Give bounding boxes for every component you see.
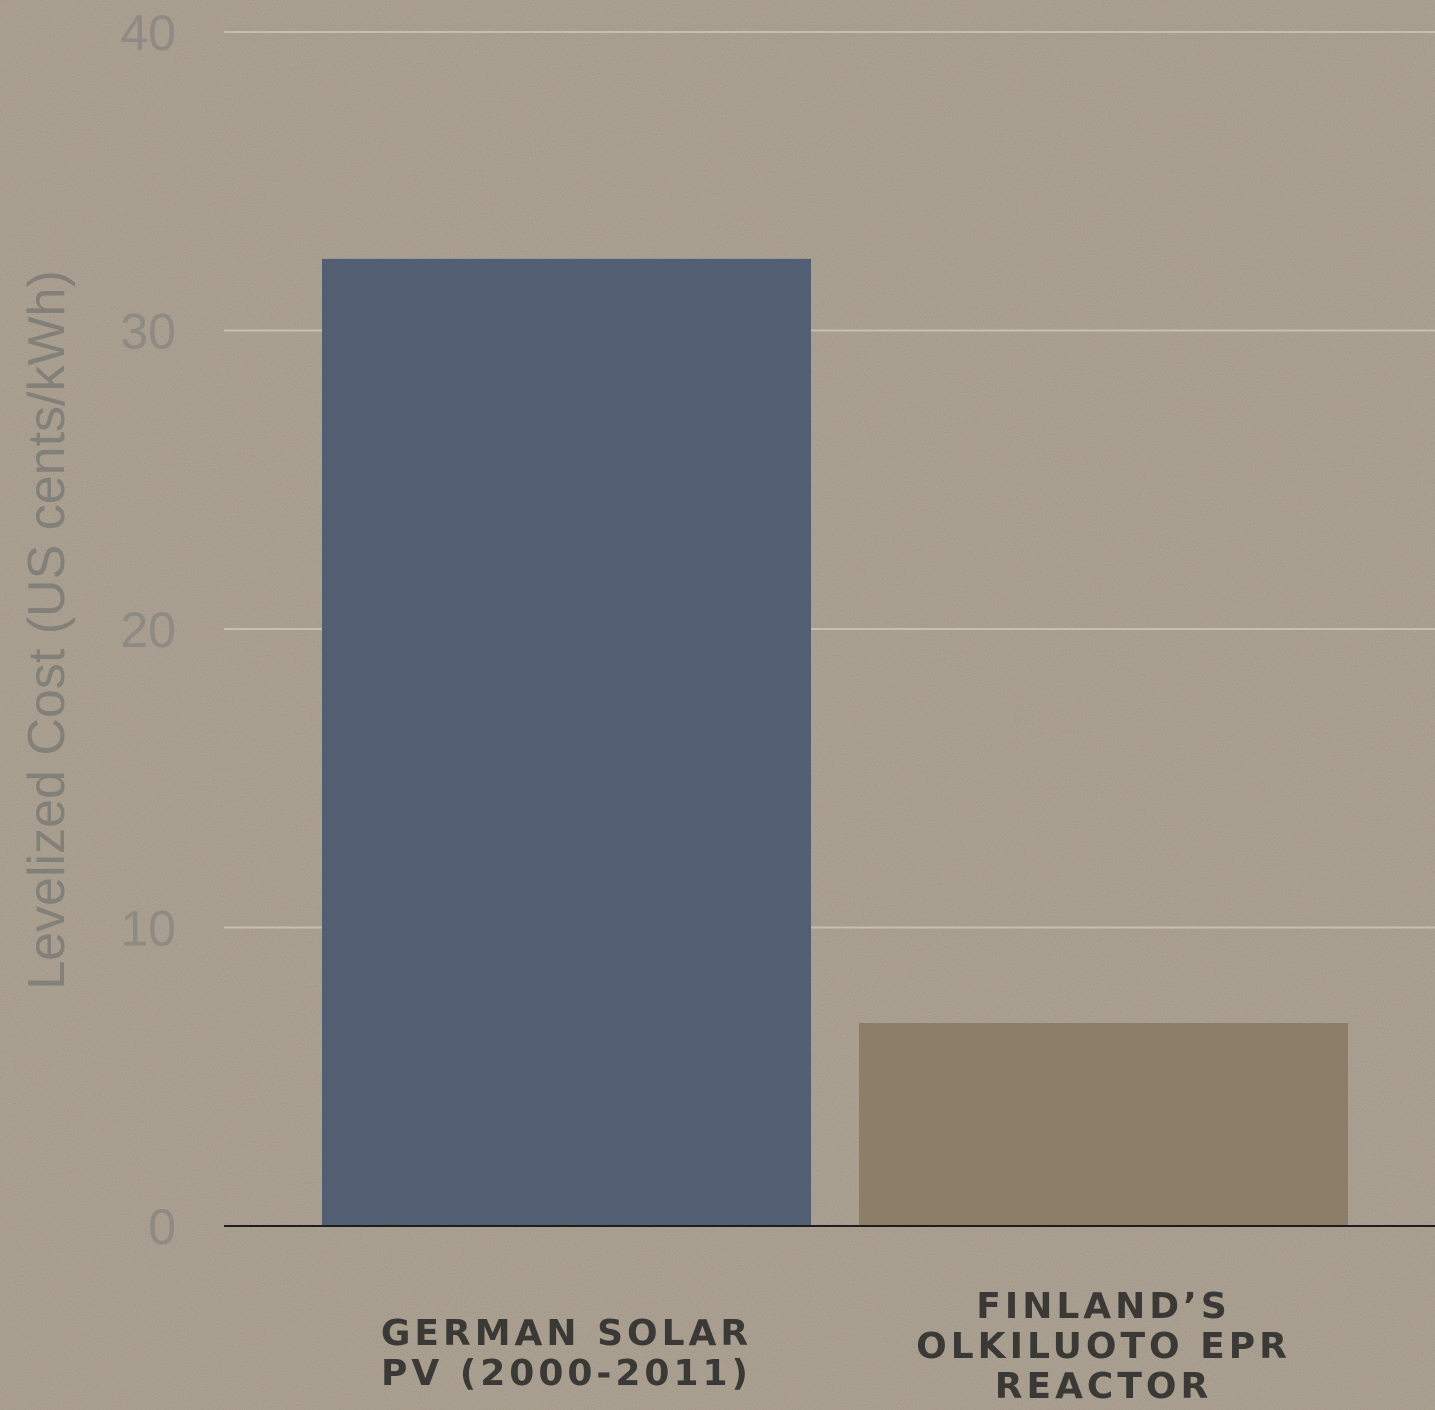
- y-tick-label-30: 30: [120, 304, 176, 360]
- y-tick-labels: 0 10 20 30 40: [120, 5, 176, 1255]
- category-label-line: GERMAN SOLAR: [381, 1313, 752, 1354]
- category-label-line: FINLAND’S: [976, 1286, 1231, 1327]
- bars: [322, 258, 1348, 1226]
- y-tick-label-0: 0: [148, 1199, 176, 1255]
- y-axis-label: Levelized Cost (US cents/kWh): [18, 270, 76, 990]
- bar-1: [859, 1023, 1348, 1226]
- category-label-line: PV (2000-2011): [381, 1353, 752, 1394]
- bar-0: [322, 258, 811, 1226]
- y-tick-label-20: 20: [120, 602, 176, 658]
- y-tick-label-40: 40: [120, 5, 176, 61]
- category-label-line: OLKILUOTO EPR: [916, 1326, 1291, 1367]
- category-label-line: REACTOR: [995, 1366, 1212, 1407]
- y-tick-label-10: 10: [120, 901, 176, 957]
